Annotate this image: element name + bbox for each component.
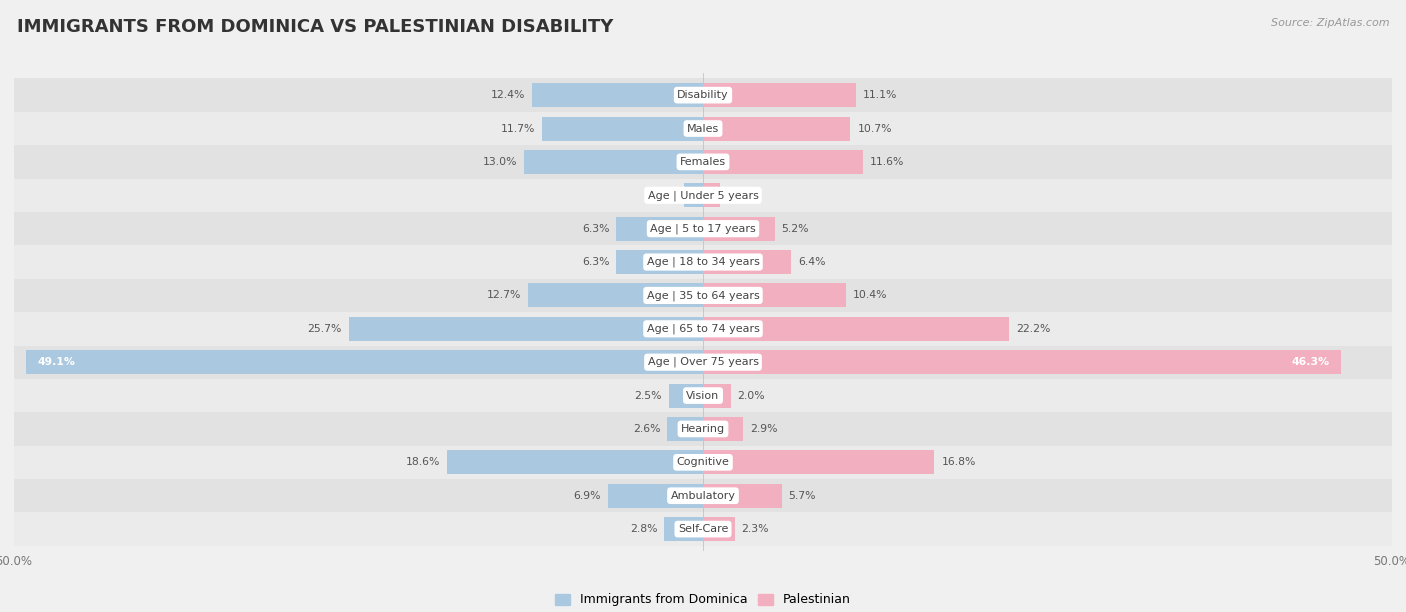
Bar (14, 245, 1392, 278)
Text: 10.4%: 10.4% (853, 291, 887, 300)
Text: Females: Females (681, 157, 725, 167)
Bar (14, 179, 1392, 212)
Bar (14, 145, 1392, 179)
Bar (531, 83, 703, 107)
Text: Ambulatory: Ambulatory (671, 491, 735, 501)
Bar (14, 379, 1392, 412)
Bar (541, 116, 703, 141)
Text: IMMIGRANTS FROM DOMINICA VS PALESTINIAN DISABILITY: IMMIGRANTS FROM DOMINICA VS PALESTINIAN … (17, 18, 613, 36)
Text: 1.2%: 1.2% (727, 190, 754, 200)
Bar (14, 112, 1392, 145)
Bar (14, 512, 1392, 546)
Text: Source: ZipAtlas.com: Source: ZipAtlas.com (1271, 18, 1389, 28)
Bar (683, 183, 703, 207)
Bar (703, 116, 851, 141)
Bar (349, 317, 703, 341)
Text: 2.5%: 2.5% (634, 390, 662, 401)
Text: Hearing: Hearing (681, 424, 725, 434)
Text: 11.7%: 11.7% (501, 124, 534, 133)
Text: 6.3%: 6.3% (582, 257, 609, 267)
Text: Age | 5 to 17 years: Age | 5 to 17 years (650, 223, 756, 234)
Bar (607, 483, 703, 508)
Text: Age | 18 to 34 years: Age | 18 to 34 years (647, 257, 759, 267)
Bar (14, 346, 1392, 379)
Bar (14, 479, 1392, 512)
Bar (665, 517, 703, 541)
Bar (668, 417, 703, 441)
Bar (14, 446, 1392, 479)
Text: 11.1%: 11.1% (863, 90, 897, 100)
Text: 22.2%: 22.2% (1015, 324, 1050, 334)
Text: Disability: Disability (678, 90, 728, 100)
Text: 2.6%: 2.6% (633, 424, 661, 434)
Bar (14, 412, 1392, 446)
Text: Age | Over 75 years: Age | Over 75 years (648, 357, 758, 367)
Text: 46.3%: 46.3% (1292, 357, 1330, 367)
Text: Age | 35 to 64 years: Age | 35 to 64 years (647, 290, 759, 300)
Text: 2.8%: 2.8% (630, 524, 658, 534)
Bar (703, 317, 1010, 341)
Bar (14, 278, 1392, 312)
Text: 18.6%: 18.6% (405, 457, 440, 468)
Bar (14, 78, 1392, 112)
Text: 49.1%: 49.1% (38, 357, 76, 367)
Text: Males: Males (688, 124, 718, 133)
Bar (703, 150, 863, 174)
Bar (703, 450, 935, 474)
Bar (703, 517, 735, 541)
Text: 25.7%: 25.7% (308, 324, 342, 334)
Text: 12.4%: 12.4% (491, 90, 526, 100)
Bar (14, 212, 1392, 245)
Bar (447, 450, 703, 474)
Bar (703, 417, 742, 441)
Bar (703, 183, 720, 207)
Bar (529, 283, 703, 307)
Text: 6.3%: 6.3% (582, 223, 609, 234)
Bar (703, 350, 1341, 374)
Text: 2.3%: 2.3% (741, 524, 769, 534)
Text: 5.2%: 5.2% (782, 223, 808, 234)
Bar (524, 150, 703, 174)
Text: 6.4%: 6.4% (799, 257, 825, 267)
Bar (703, 384, 731, 408)
Text: 1.4%: 1.4% (650, 190, 676, 200)
Text: 11.6%: 11.6% (870, 157, 904, 167)
Bar (703, 250, 792, 274)
Bar (27, 350, 703, 374)
Text: 12.7%: 12.7% (486, 291, 522, 300)
Text: 2.9%: 2.9% (749, 424, 778, 434)
Text: 10.7%: 10.7% (858, 124, 891, 133)
Bar (703, 217, 775, 241)
Text: Age | Under 5 years: Age | Under 5 years (648, 190, 758, 201)
Bar (616, 250, 703, 274)
Text: 6.9%: 6.9% (574, 491, 600, 501)
Bar (669, 384, 703, 408)
Text: Self-Care: Self-Care (678, 524, 728, 534)
Text: Cognitive: Cognitive (676, 457, 730, 468)
Text: 13.0%: 13.0% (482, 157, 517, 167)
Text: Age | 65 to 74 years: Age | 65 to 74 years (647, 324, 759, 334)
Bar (703, 483, 782, 508)
Bar (14, 312, 1392, 346)
Bar (703, 283, 846, 307)
Text: Vision: Vision (686, 390, 720, 401)
Bar (703, 83, 856, 107)
Bar (616, 217, 703, 241)
Text: 5.7%: 5.7% (789, 491, 815, 501)
Text: 16.8%: 16.8% (942, 457, 976, 468)
Text: 2.0%: 2.0% (738, 390, 765, 401)
Legend: Immigrants from Dominica, Palestinian: Immigrants from Dominica, Palestinian (550, 588, 856, 611)
